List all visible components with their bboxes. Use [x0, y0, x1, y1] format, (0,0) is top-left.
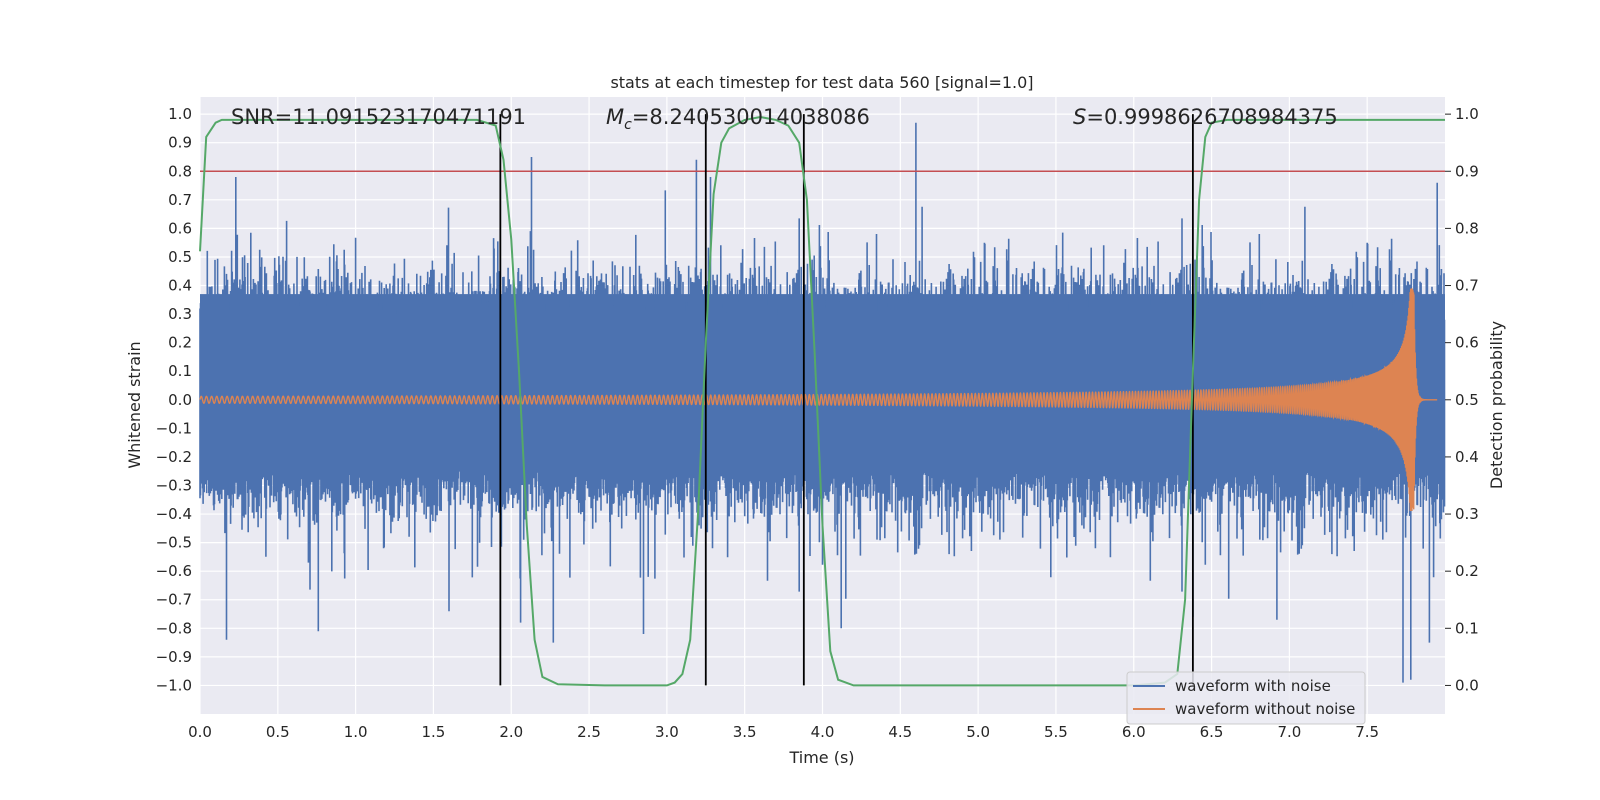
legend-box: [1126, 671, 1366, 725]
x-tick-label: 2.5: [577, 723, 601, 741]
y-tick-label: 0.4: [168, 277, 192, 295]
x-tick-label: 4.5: [888, 723, 912, 741]
probability-trace: [199, 115, 1445, 687]
x-tick-label: 0.5: [266, 723, 290, 741]
y-tick-label: 0.0: [168, 391, 192, 409]
y2-tick-label: 0.9: [1455, 162, 1479, 180]
y-tick-label: 0.5: [168, 248, 192, 266]
x-tick-label: 6.0: [1122, 723, 1146, 741]
y-tick-label: −0.3: [156, 476, 192, 494]
y-tick-label: −0.6: [156, 562, 192, 580]
series-waveform-without-noise: [199, 288, 1438, 512]
y-tick-label: −0.2: [156, 448, 192, 466]
x-axis-label: Time (s): [788, 748, 854, 767]
x-tick-label: 5.0: [966, 723, 990, 741]
y2-tick-label: 0.7: [1455, 277, 1479, 295]
y-tick-label: 0.3: [168, 305, 192, 323]
x-tick-label: 5.5: [1044, 723, 1068, 741]
y2-tick-label: 0.4: [1455, 448, 1479, 466]
y2-tick-label: 0.0: [1455, 676, 1479, 694]
x-tick-label: 1.0: [344, 723, 368, 741]
x-tick-label: 1.5: [422, 723, 446, 741]
y-tick-label: 0.7: [168, 191, 192, 209]
legend-label-clean: waveform without noise: [1175, 700, 1355, 718]
y-tick-label: 1.0: [168, 105, 192, 123]
chirp-trace: [199, 288, 1438, 512]
y-tick-label: 0.6: [168, 219, 192, 237]
y-tick-label: 0.2: [168, 334, 192, 352]
snr-annotation: SNR=11.091523170471191: [231, 105, 526, 129]
y2-tick-label: 0.8: [1455, 219, 1479, 237]
score-annotation: S=0.9998626708984375: [1073, 105, 1338, 129]
y-axis-label: Whitened strain: [125, 341, 144, 468]
x-tick-label: 3.0: [655, 723, 679, 741]
series-waveform-with-noise: [199, 122, 1446, 683]
y2-tick-label: 0.5: [1455, 391, 1479, 409]
score-value: =0.9998626708984375: [1086, 105, 1337, 129]
y2-tick-label: 0.3: [1455, 505, 1479, 523]
chirp-mass-subscript: c: [624, 117, 632, 133]
y-tick-label: −0.9: [156, 648, 192, 666]
y-tick-label: −0.7: [156, 591, 192, 609]
y2-tick-label: 0.6: [1455, 334, 1479, 352]
y-tick-label: 0.1: [168, 362, 192, 380]
y2-tick-label: 0.1: [1455, 619, 1479, 637]
score-symbol: S: [1073, 105, 1086, 129]
x-tick-label: 2.0: [499, 723, 523, 741]
chart-title: stats at each timestep for test data 560…: [610, 73, 1033, 92]
chirp-mass-value: =8.240530014038086: [632, 105, 870, 129]
y2-axis-label: Detection probability: [1487, 321, 1506, 489]
x-tick-label: 0.0: [188, 723, 212, 741]
x-tick-label: 3.5: [733, 723, 757, 741]
legend-label-noisy: waveform with noise: [1175, 677, 1331, 695]
y2-tick-label: 0.2: [1455, 562, 1479, 580]
y-tick-label: −0.4: [156, 505, 192, 523]
x-tick-label: 7.0: [1277, 723, 1301, 741]
tick-labels: 0.0 0.5 1.0 1.5 2.0 2.5 3.0 3.5 4.0 4.5 5.0 5.5 6.0 6…: [156, 105, 1479, 741]
chirp-mass-symbol: M: [606, 105, 624, 129]
y-tick-label: −0.8: [156, 619, 192, 637]
y-tick-label: 0.9: [168, 134, 192, 152]
y-tick-label: −0.1: [156, 419, 192, 437]
x-tick-label: 4.0: [811, 723, 835, 741]
series-detection-probability: [199, 115, 1445, 687]
chirp-mass-annotation: Mc=8.240530014038086: [606, 105, 870, 133]
y-tick-label: −1.0: [156, 676, 192, 694]
x-tick-label: 6.5: [1200, 723, 1224, 741]
y2-tick-label: 1.0: [1455, 105, 1479, 123]
legend: waveform with noise waveform without noi…: [1126, 671, 1366, 725]
y-tick-label: −0.5: [156, 534, 192, 552]
x-tick-label: 7.5: [1355, 723, 1379, 741]
y-tick-label: 0.8: [168, 162, 192, 180]
